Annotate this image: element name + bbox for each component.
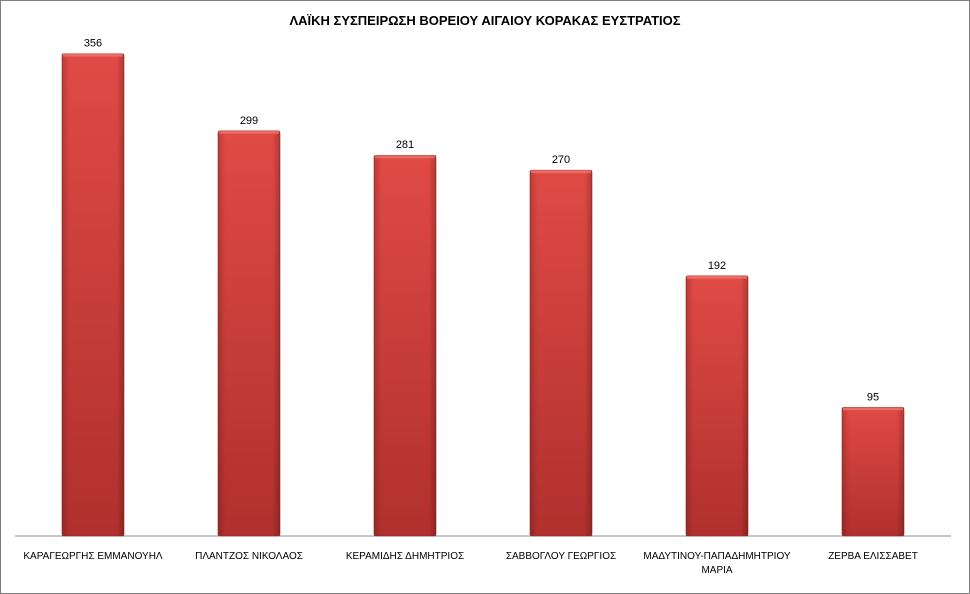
bar-shade xyxy=(218,130,280,537)
x-tick-label: ΣΑΒΒΟΓΛΟΥ ΓΕΩΡΓΙΟΣ xyxy=(506,551,616,562)
data-label: 299 xyxy=(240,115,258,127)
x-tick-label: ΚΑΡΑΓΕΩΡΓΗΣ ΕΜΜΑΝΟΥΗΛ xyxy=(23,551,163,562)
bar-top-highlight xyxy=(687,275,747,279)
bar-shade xyxy=(62,53,124,537)
bar-shade xyxy=(686,275,748,536)
bar-shade xyxy=(842,407,904,536)
bar-top-highlight xyxy=(375,155,435,159)
data-label: 356 xyxy=(84,38,102,50)
x-tick-label: ΖΕΡΒΑ ΕΛΙΣΣΑΒΕΤ xyxy=(828,551,918,562)
x-tick-label: ΜΑΔΥΤΙΝΟΥ-ΠΑΠΑΔΗΜΗΤΡΙΟΥ xyxy=(643,551,791,562)
chart-title: ΛΑΪΚΗ ΣΥΣΠΕΙΡΩΣΗ ΒΟΡΕΙΟΥ ΑΙΓΑΙΟΥ ΚΟΡΑΚΑΣ… xyxy=(289,13,681,28)
bar-top-highlight xyxy=(63,53,123,57)
bar-shade xyxy=(374,155,436,536)
bar-top-highlight xyxy=(531,170,591,174)
data-label: 281 xyxy=(396,139,414,151)
data-label: 95 xyxy=(867,391,879,403)
bar-shade xyxy=(530,170,592,536)
data-label: 192 xyxy=(708,260,726,272)
x-tick-label: ΜΑΡΙΑ xyxy=(701,565,732,576)
bar-top-highlight xyxy=(219,130,279,134)
x-tick-label: ΠΛΑΝΤΖΟΣ ΝΙΚΟΛΑΟΣ xyxy=(195,551,303,562)
data-label: 270 xyxy=(552,154,570,166)
bar-top-highlight xyxy=(843,407,903,411)
x-tick-label: ΚΕΡΑΜΙΔΗΣ ΔΗΜΗΤΡΙΟΣ xyxy=(346,551,464,562)
